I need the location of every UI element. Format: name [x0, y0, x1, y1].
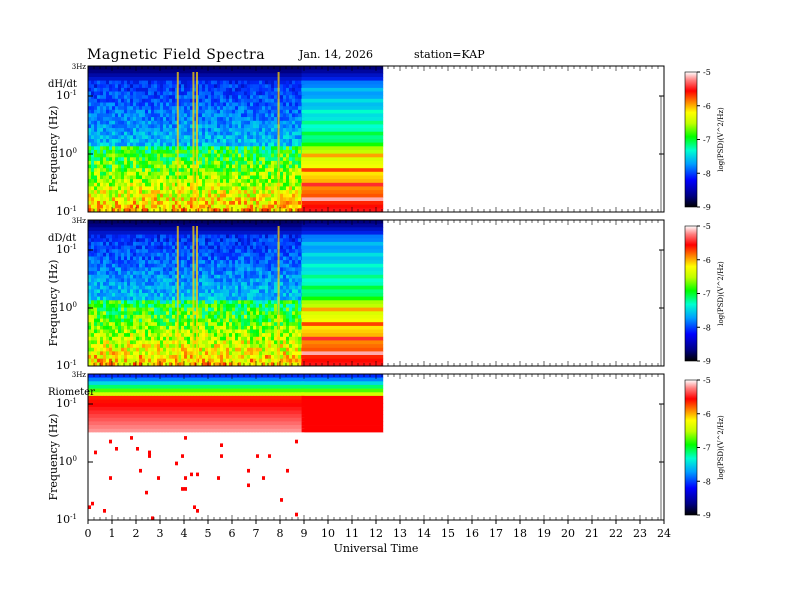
y-tick-label: 100: [59, 455, 77, 468]
y-tick-label: 10-1: [56, 397, 77, 410]
colorbar-gradient: [684, 225, 698, 362]
colorbar-tick-label: -9: [703, 511, 711, 520]
spectrogram: [88, 66, 384, 213]
colorbar-tick-label: -7: [703, 290, 711, 299]
x-tick-label: 24: [657, 527, 671, 540]
x-tick-label: 1: [109, 527, 116, 540]
colorbar-label: log(PSD)(V^2/Hz): [717, 261, 725, 326]
top-frequency-label: 3Hz: [72, 371, 87, 379]
x-tick-label: 8: [277, 527, 284, 540]
colorbar-tick-label: -8: [703, 477, 711, 486]
x-tick-label: 23: [633, 527, 647, 540]
x-tick-label: 13: [393, 527, 407, 540]
colorbar-tick-label: -8: [703, 169, 711, 178]
y-axis-label: Frequency (Hz): [47, 414, 60, 501]
colorbar-tick-label: -9: [703, 357, 711, 366]
colorbar-label: log(PSD)(V^2/Hz): [717, 415, 725, 480]
x-tick-label: 0: [85, 527, 92, 540]
colorbar-gradient: [684, 379, 698, 516]
colorbar-tick-label: -6: [703, 410, 711, 419]
colorbar-tick-label: -6: [703, 256, 711, 265]
colorbar-tick-label: -5: [703, 376, 711, 385]
colorbar-tick-label: -6: [703, 102, 711, 111]
y-tick-label: 10-1: [56, 513, 77, 526]
colorbar-tick-label: -5: [703, 68, 711, 77]
colorbar: -5 -6 -7 -8 -9 log(PSD)(V^2/Hz): [684, 222, 725, 366]
date-label: Jan. 14, 2026: [298, 48, 373, 61]
x-tick-label: 10: [321, 527, 335, 540]
x-axis-label: Universal Time: [334, 542, 419, 555]
impulsive-event-marker: [196, 72, 198, 212]
x-tick-label: 5: [205, 527, 212, 540]
figure-title: Magnetic Field Spectra: [87, 47, 265, 63]
x-tick-label: 12: [369, 527, 383, 540]
y-tick-label: 100: [59, 147, 77, 160]
x-tick-label: 19: [537, 527, 551, 540]
colorbar-tick-label: -9: [703, 203, 711, 212]
y-tick-label: 10-1: [56, 243, 77, 256]
x-tick-label: 17: [489, 527, 503, 540]
colorbar-gradient: [684, 71, 698, 208]
impulsive-event-marker: [192, 72, 195, 212]
colorbar-tick-label: -7: [703, 136, 711, 145]
colorbar-tick-label: -5: [703, 222, 711, 231]
panel-label: Riometer: [48, 387, 95, 398]
x-tick-label: 15: [441, 527, 455, 540]
impulsive-event-marker: [196, 226, 198, 366]
x-tick-label: 9: [301, 527, 308, 540]
y-tick-label: 10-1: [56, 359, 77, 372]
spectrogram: [88, 220, 384, 367]
y-axis-label: Frequency (Hz): [47, 260, 60, 347]
y-tick-label: 10-1: [56, 205, 77, 218]
x-tick-label: 20: [561, 527, 575, 540]
impulsive-event-marker: [277, 72, 280, 212]
y-axis-label: Frequency (Hz): [47, 106, 60, 193]
colorbar: -5 -6 -7 -8 -9 log(PSD)(V^2/Hz): [684, 376, 725, 520]
y-tick-label: 10-1: [56, 89, 77, 102]
x-tick-label: 3: [157, 527, 164, 540]
impulsive-event-marker: [176, 226, 179, 366]
x-axis-ticks: 0 1 2 3 4 5 6 7 8 9 10 11 12 13 14 15 16 17 18 19 20 21 22 23 24: [85, 520, 671, 540]
colorbar-tick-label: -8: [703, 323, 711, 332]
x-tick-label: 21: [585, 527, 599, 540]
x-tick-label: 4: [181, 527, 188, 540]
x-tick-label: 2: [133, 527, 140, 540]
top-frequency-label: 3Hz: [72, 63, 87, 71]
impulsive-event-marker: [176, 72, 179, 212]
x-tick-label: 16: [465, 527, 479, 540]
panel-label: dD/dt: [48, 233, 76, 244]
spectrogram: [88, 374, 384, 521]
x-tick-label: 7: [253, 527, 260, 540]
colorbar-tick-label: -7: [703, 444, 711, 453]
colorbar: -5 -6 -7 -8 -9 log(PSD)(V^2/Hz): [684, 68, 725, 212]
y-tick-label: 100: [59, 301, 77, 314]
x-tick-label: 6: [229, 527, 236, 540]
x-tick-label: 14: [417, 527, 431, 540]
x-tick-label: 11: [345, 527, 359, 540]
colorbar-label: log(PSD)(V^2/Hz): [717, 107, 725, 172]
impulsive-event-marker: [277, 226, 280, 366]
impulsive-event-marker: [192, 226, 195, 366]
top-frequency-label: 3Hz: [72, 217, 87, 225]
station-label: station=KAP: [414, 48, 485, 61]
x-tick-label: 22: [609, 527, 623, 540]
x-tick-label: 18: [513, 527, 527, 540]
panel-label: dH/dt: [48, 79, 77, 90]
